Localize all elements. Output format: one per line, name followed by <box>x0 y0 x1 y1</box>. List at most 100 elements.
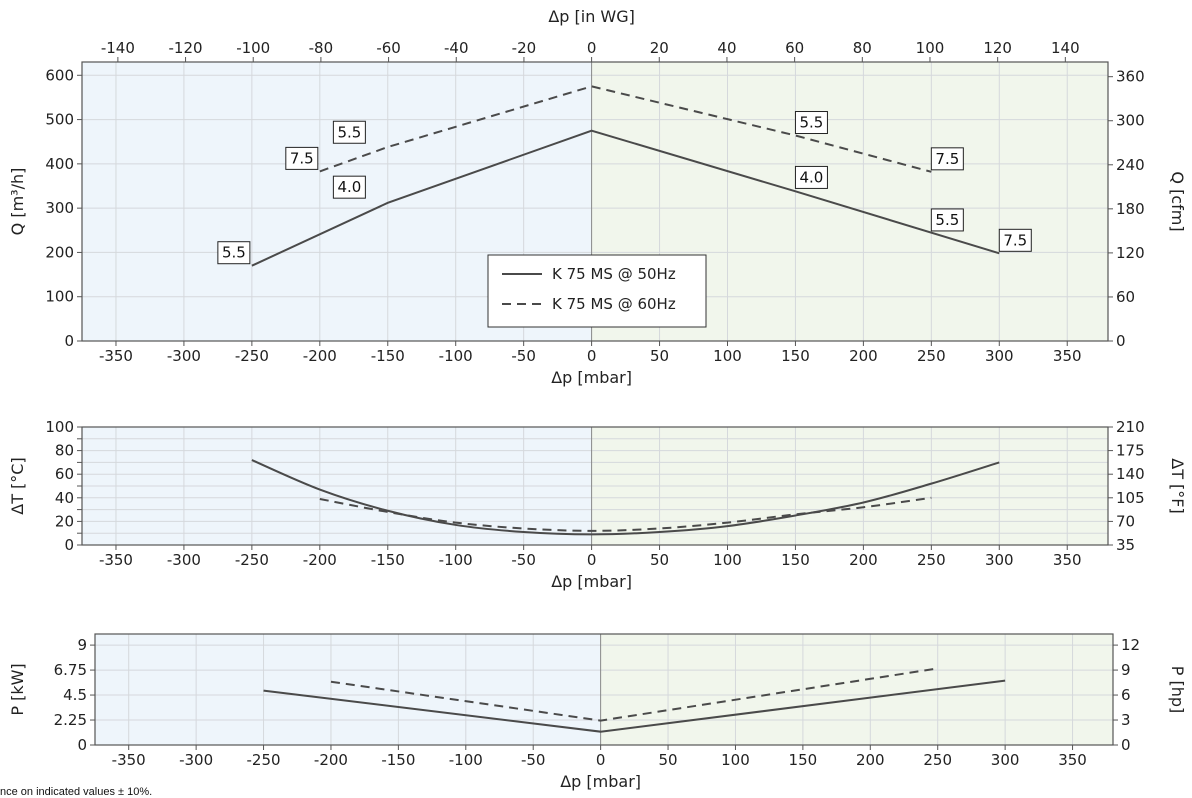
x-tick-label: 100 <box>721 751 750 769</box>
y-right-tick-label: 6 <box>1121 686 1131 704</box>
tolerance-note: nce on indicated values ± 10%. <box>0 786 152 798</box>
motor-power-label: 7.5 <box>1003 231 1027 249</box>
x-tick-label: 50 <box>658 751 677 769</box>
y-tick-label: 4.5 <box>63 686 87 704</box>
motor-power-label: 4.0 <box>800 168 824 186</box>
y-tick-label: 400 <box>45 155 74 173</box>
x-tick-label: -100 <box>449 751 483 769</box>
x-top-tick-label: -60 <box>376 39 401 57</box>
y-right-axis-label: ΔT [°F] <box>1168 458 1187 514</box>
y-axis-label: ΔT [°C] <box>8 457 27 514</box>
x-top-tick-label: 0 <box>587 39 597 57</box>
x-axis-label: Δp [mbar] <box>551 572 632 591</box>
motor-power-label: 4.0 <box>337 178 361 196</box>
y-right-tick-label: 12 <box>1121 636 1140 654</box>
x-tick-label: 250 <box>917 347 946 365</box>
x-tick-label: 300 <box>985 551 1014 569</box>
y-tick-label: 600 <box>45 66 74 84</box>
y-tick-label: 0 <box>64 536 74 554</box>
x-top-tick-label: 100 <box>916 39 945 57</box>
y-tick-label: 0 <box>64 332 74 350</box>
x-top-tick-label: -100 <box>236 39 270 57</box>
x-tick-label: -300 <box>167 551 201 569</box>
motor-power-box <box>998 228 1032 252</box>
y-tick-label: 6.75 <box>54 661 87 679</box>
x-tick-label: -150 <box>371 347 405 365</box>
x-tick-label: -100 <box>439 551 473 569</box>
y-right-tick-label: 210 <box>1116 418 1145 436</box>
y-right-tick-label: 35 <box>1116 536 1135 554</box>
x-tick-label: -350 <box>112 751 146 769</box>
y-tick-label: 2.25 <box>54 711 87 729</box>
x-tick-label: -350 <box>99 347 133 365</box>
x-top-axis-label: Δp [in WG] <box>548 7 635 26</box>
x-tick-label: -300 <box>179 751 213 769</box>
x-tick-label: 350 <box>1053 347 1082 365</box>
series-60hz-line <box>330 667 938 722</box>
x-top-tick-label: 120 <box>983 39 1012 57</box>
y-right-tick-label: 0 <box>1121 736 1131 754</box>
y-axis-label: P [kW] <box>8 663 27 715</box>
x-top-tick-label: -20 <box>512 39 537 57</box>
y-right-tick-label: 3 <box>1121 711 1131 729</box>
x-axis-label: Δp [mbar] <box>551 368 632 387</box>
power-chart: -350 -300 -250 -200 -150 -100 -50 0 50 100 150 200 2… <box>8 633 1187 791</box>
airflow-chart: -350 -300 -250 -200 -150 -100 -50 0 50 100 150 200 2… <box>8 7 1187 387</box>
x-tick-label: 200 <box>849 551 878 569</box>
x-tick-label: 0 <box>587 347 597 365</box>
x-tick-label: -350 <box>99 551 133 569</box>
x-top-tick-label: 60 <box>785 39 804 57</box>
series-60hz-line <box>319 496 932 532</box>
y-right-tick-label: 360 <box>1116 68 1145 86</box>
x-tick-label: -150 <box>371 551 405 569</box>
x-top-tick-label: -140 <box>101 39 135 57</box>
motor-power-box <box>930 147 964 171</box>
x-tick-label: 50 <box>650 347 669 365</box>
y-tick-label: 40 <box>55 489 74 507</box>
x-tick-label: -200 <box>314 751 348 769</box>
series-60hz-line <box>319 85 932 173</box>
x-tick-label: -150 <box>381 751 415 769</box>
y-right-tick-label: 60 <box>1116 288 1135 306</box>
x-tick-label: 250 <box>923 751 952 769</box>
y-tick-label: 60 <box>55 465 74 483</box>
motor-power-box <box>217 241 251 265</box>
motor-power-box <box>930 208 964 232</box>
y-tick-label: 100 <box>45 418 74 436</box>
x-tick-label: 100 <box>713 551 742 569</box>
pressure-region-background <box>600 634 1113 745</box>
y-axis-label: Q [m³/h] <box>8 168 27 236</box>
x-tick-label: 50 <box>650 551 669 569</box>
x-tick-label: 300 <box>985 347 1014 365</box>
y-tick-label: 500 <box>45 111 74 129</box>
y-right-tick-label: 70 <box>1116 512 1135 530</box>
x-tick-label: -50 <box>521 751 546 769</box>
x-tick-label: 200 <box>849 347 878 365</box>
x-tick-label: 200 <box>856 751 885 769</box>
x-tick-label: 350 <box>1053 551 1082 569</box>
y-right-tick-label: 300 <box>1116 112 1145 130</box>
motor-power-box <box>332 175 366 199</box>
x-tick-label: 300 <box>991 751 1020 769</box>
x-top-tick-label: 80 <box>853 39 872 57</box>
legend-box <box>487 254 707 328</box>
x-top-tick-label: 140 <box>1051 39 1080 57</box>
x-tick-label: -200 <box>303 551 337 569</box>
motor-power-label: 7.5 <box>935 150 959 168</box>
x-top-tick-label: -80 <box>309 39 334 57</box>
x-tick-label: 150 <box>781 551 810 569</box>
y-right-tick-label: 180 <box>1116 200 1145 218</box>
x-tick-label: -300 <box>167 347 201 365</box>
x-tick-label: -50 <box>511 551 536 569</box>
y-right-tick-label: 140 <box>1116 465 1145 483</box>
x-tick-label: 100 <box>713 347 742 365</box>
x-tick-label: -50 <box>511 347 536 365</box>
y-tick-label: 9 <box>77 636 87 654</box>
plot-frame <box>94 633 1114 746</box>
x-tick-label: 0 <box>596 751 606 769</box>
x-tick-label: -250 <box>235 347 269 365</box>
x-tick-label: -250 <box>247 751 281 769</box>
motor-power-label: 5.5 <box>800 114 824 132</box>
motor-power-box <box>285 146 319 170</box>
